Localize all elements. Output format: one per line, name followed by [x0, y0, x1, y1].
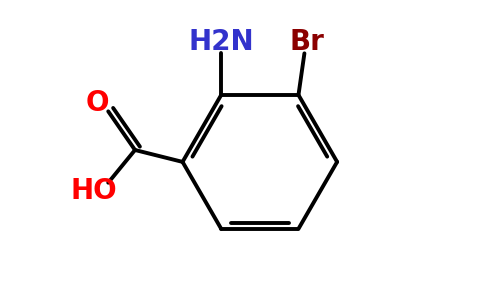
Text: HO: HO	[71, 177, 117, 205]
Text: Br: Br	[290, 28, 325, 56]
Text: H2N: H2N	[188, 28, 254, 56]
Text: O: O	[85, 89, 109, 117]
